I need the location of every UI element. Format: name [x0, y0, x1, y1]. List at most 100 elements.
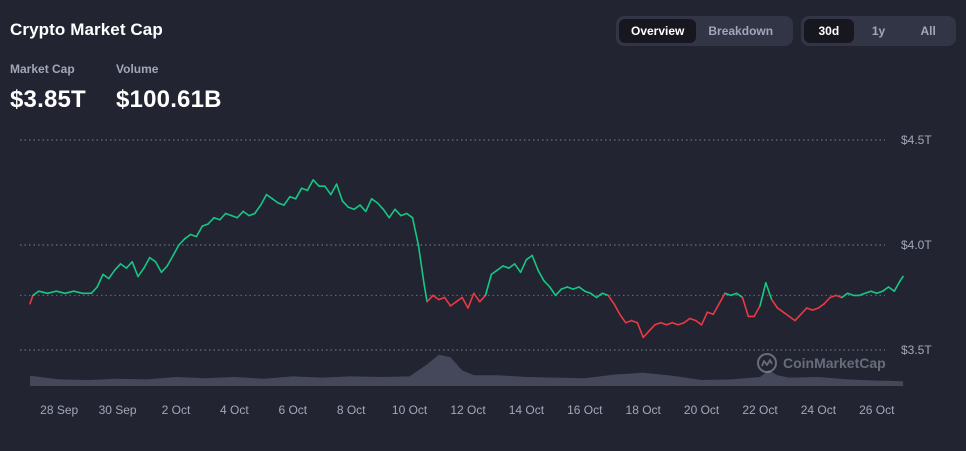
price-line-segment: [306, 179, 315, 192]
volume-label: Volume: [116, 62, 159, 76]
price-line-segment: [724, 292, 732, 297]
price-line-segment: [829, 294, 837, 299]
price-line-segment: [572, 286, 580, 290]
price-line-segment: [131, 260, 139, 278]
price-line-segment: [642, 330, 650, 339]
price-line-segment: [432, 294, 440, 301]
price-line-segment: [160, 265, 168, 274]
price-line-segment: [213, 216, 221, 221]
x-tick-label: 16 Oct: [567, 403, 603, 417]
price-line-segment: [782, 311, 791, 318]
market-cap-value: $3.85T: [10, 86, 86, 113]
price-line-segment: [90, 286, 98, 295]
range-toggle: 30d 1y All: [801, 16, 956, 46]
watermark: CoinMarketCap: [756, 352, 886, 374]
price-line-segment: [119, 263, 128, 269]
price-line-segment: [172, 244, 180, 257]
price-line-segment: [548, 286, 557, 297]
price-line-segment: [729, 292, 738, 297]
price-line-segment: [64, 290, 75, 295]
x-tick-label: 28 Sep: [40, 403, 78, 417]
price-line-segment: [805, 307, 814, 311]
price-line-segment: [764, 281, 773, 301]
price-line-segment: [125, 260, 133, 269]
price-line-segment: [694, 319, 703, 326]
price-line-segment: [254, 204, 262, 215]
price-line-segment: [618, 313, 627, 324]
price-line-segment: [525, 254, 534, 261]
y-tick-label: $4.0T: [901, 238, 932, 252]
price-line-segment: [364, 198, 373, 213]
price-line-segment: [513, 263, 522, 274]
x-tick-label: 2 Oct: [162, 403, 191, 417]
price-line-segment: [887, 286, 896, 293]
price-line-segment: [636, 321, 645, 339]
coinmarketcap-logo-icon: [757, 353, 777, 373]
volume-area: [30, 354, 904, 386]
price-line-segment: [411, 216, 420, 246]
price-line-segment: [543, 279, 551, 288]
price-line-segment: [613, 302, 621, 316]
price-line-segment: [32, 290, 40, 297]
price-line-segment: [353, 204, 361, 211]
price-line-segment: [417, 244, 426, 286]
x-tick-label: 4 Oct: [220, 403, 249, 417]
price-line-segment: [490, 269, 499, 276]
price-line-segment: [560, 286, 569, 290]
price-line-segment: [589, 292, 598, 299]
price-line-segment: [700, 311, 709, 326]
price-line-segment: [689, 317, 697, 322]
price-line-segment: [29, 294, 34, 305]
price-line-segment: [154, 260, 163, 274]
price-line-segment: [741, 296, 750, 318]
price-line-segment: [712, 302, 720, 316]
price-line-segment: [166, 254, 174, 267]
price-line-segment: [335, 183, 344, 202]
price-line-segment: [583, 290, 592, 295]
price-line-segment: [46, 290, 58, 295]
volume-stat: Volume $100.61B: [116, 62, 222, 114]
page-title: Crypto Market Cap: [10, 20, 163, 39]
price-line-segment: [601, 292, 610, 297]
x-tick-label: 26 Oct: [859, 403, 895, 417]
price-line-segment: [108, 269, 116, 280]
price-line-segment: [265, 193, 274, 200]
tab-overview[interactable]: Overview: [619, 19, 697, 43]
price-line-segment: [840, 292, 849, 299]
price-line-segment: [683, 317, 691, 324]
range-1y-button[interactable]: 1y: [871, 24, 886, 38]
price-line-segment: [143, 256, 151, 269]
price-line-segment: [219, 212, 227, 221]
price-line-segment: [537, 269, 545, 282]
price-line-segment: [607, 294, 615, 305]
price-line-segment: [899, 275, 904, 282]
price-line-segment: [437, 296, 446, 301]
range-all-button[interactable]: All: [920, 24, 936, 38]
price-line-segment: [178, 237, 186, 246]
price-line-segment: [800, 307, 808, 316]
price-line-segment: [405, 212, 414, 219]
price-line-segment: [881, 286, 890, 293]
price-line-segment: [148, 256, 157, 263]
price-line-segment: [846, 292, 855, 297]
price-line-segment: [864, 290, 872, 295]
price-line-segment: [329, 183, 338, 196]
watermark-text: CoinMarketCap: [783, 355, 886, 371]
tab-breakdown[interactable]: Breakdown: [708, 24, 774, 38]
price-line-segment: [811, 307, 820, 311]
x-tick-label: 30 Sep: [99, 403, 137, 417]
price-line-segment: [283, 195, 291, 206]
range-30d-button[interactable]: 30d: [804, 19, 854, 43]
price-line-segment: [835, 294, 843, 299]
price-line-segment: [189, 233, 198, 238]
price-line-segment: [443, 296, 452, 307]
x-tick-label: 24 Oct: [801, 403, 837, 417]
price-line-segment: [195, 225, 204, 238]
price-line-segment: [677, 321, 685, 326]
price-line-segment: [508, 263, 516, 269]
price-line-segment: [394, 208, 402, 217]
price-line-segment: [467, 292, 475, 309]
price-line-segment: [73, 290, 84, 295]
price-line-segment: [665, 321, 674, 326]
